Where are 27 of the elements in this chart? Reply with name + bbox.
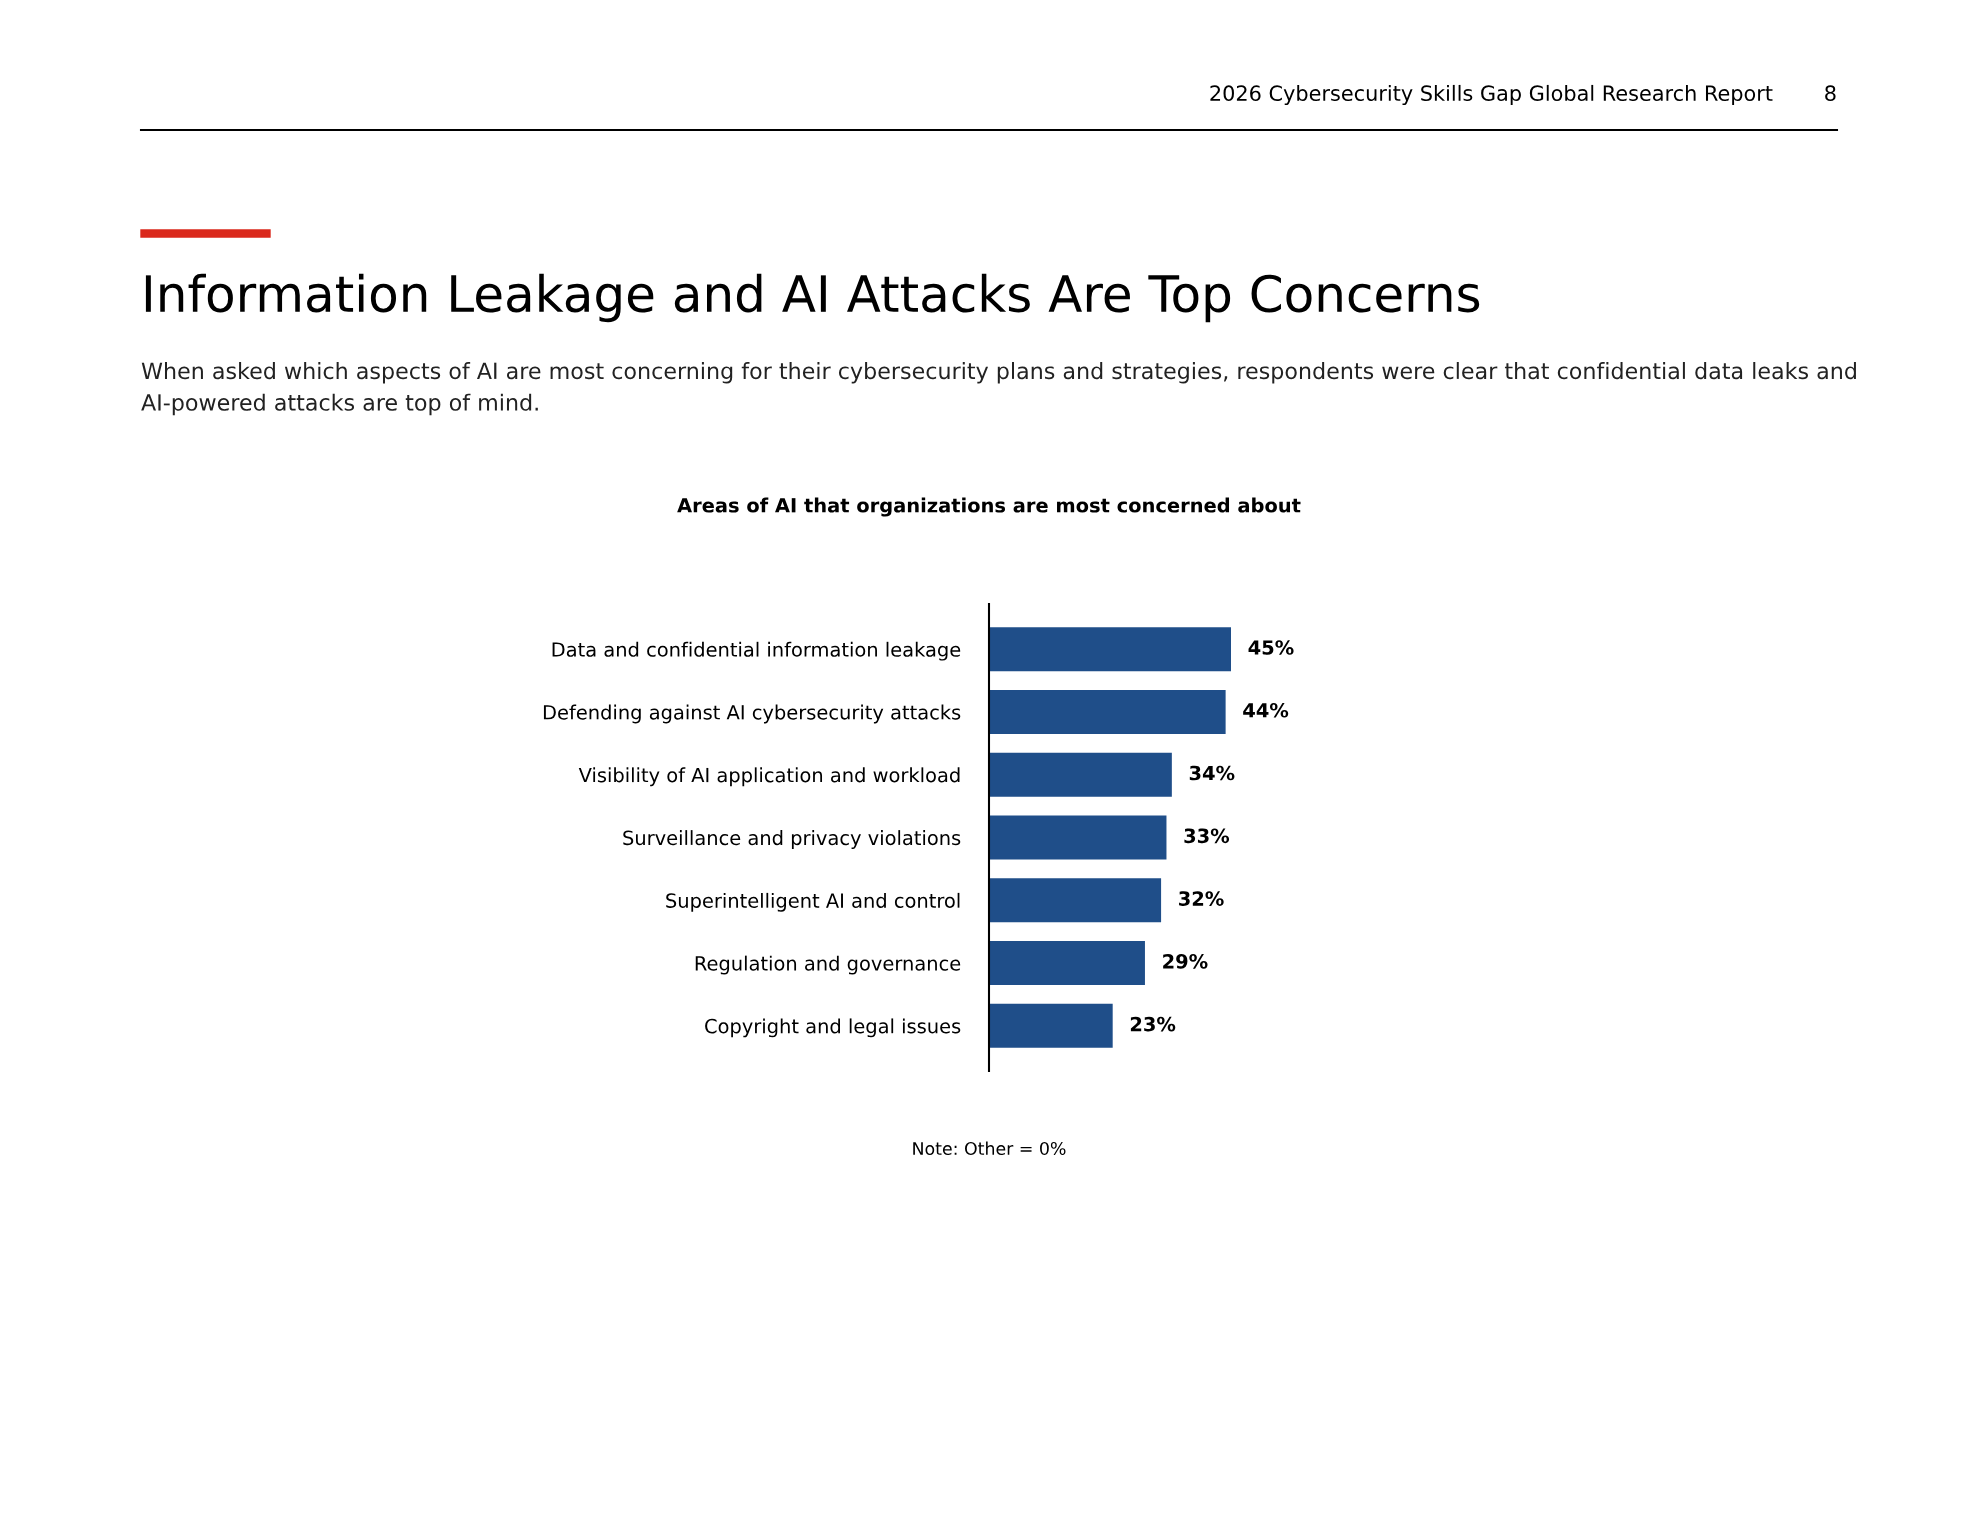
y-tick-label: Visibility of AI application and workload: [578, 767, 960, 787]
bar: [989, 752, 1172, 797]
bar: [989, 878, 1162, 923]
data-label: 44%: [1243, 702, 1289, 718]
y-tick-label: Surveillance and privacy violations: [623, 830, 961, 849]
bar: [989, 689, 1226, 734]
y-tick-label: Regulation and governance: [695, 955, 961, 975]
bar: [989, 815, 1167, 860]
bar: [989, 941, 1145, 986]
data-label: 34%: [1189, 765, 1235, 781]
y-tick-label: Data and confidential information leakage: [552, 641, 961, 661]
chart-title: Areas of AI that organizations are most concerned about: [677, 497, 1301, 517]
text: 2026 Cybersecurity Skills Gap Global Research Report: [1210, 84, 1773, 106]
data-label: 29%: [1163, 953, 1208, 969]
data-label: 45%: [1248, 640, 1294, 655]
text: When asked which aspects of AI are most concerning for their cybersecurity plans and strategies, respondents were clear that confidential data leaks and AI-powered attacks are top of mind.: [141, 362, 1856, 416]
text: Note: Other = 0%: [913, 1141, 1066, 1156]
data-label: 23%: [1130, 1016, 1176, 1032]
text: Information Leakage and AI Attacks Are Top Concerns: [145, 273, 1480, 323]
y-tick-label: Superintelligent AI and control: [666, 892, 960, 912]
data-label: 32%: [1179, 891, 1224, 906]
bar: [989, 1003, 1113, 1048]
y-tick-label: Defending against AI cybersecurity attacks: [543, 704, 961, 724]
y-tick-label: Copyright and legal issues: [705, 1018, 961, 1038]
data-label: 33%: [1184, 828, 1230, 844]
bar: [989, 627, 1231, 672]
text: 8: [1825, 85, 1836, 102]
